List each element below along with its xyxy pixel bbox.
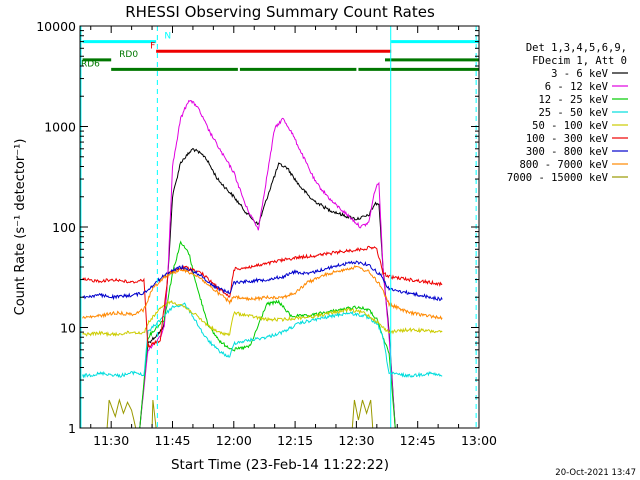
legend-header-detectors: Det 1,3,4,5,6,9, — [526, 42, 627, 54]
series-line-300-800-kev — [82, 260, 443, 302]
series-line-3-6-kev — [82, 147, 396, 429]
plot-frame — [79, 25, 480, 429]
legend-label-7000-15000-kev: 7000 - 15000 keV — [507, 172, 609, 184]
x-tick-label: 12:45 — [400, 433, 436, 448]
legend-label-300-800-kev: 300 - 800 keV — [526, 146, 609, 158]
y-tick-label: 1000 — [44, 120, 76, 135]
legend-label-12-25-kev: 12 - 25 keV — [538, 94, 608, 106]
series-curves — [82, 99, 443, 429]
x-tick-label: 12:00 — [216, 433, 252, 448]
series-line-7000-15000-kev — [82, 398, 443, 429]
x-axis-ticks: 11:30 11:45 12:00 12:15 12:30 12:45 13:00 — [90, 26, 497, 448]
series-line-25-50-kev — [82, 302, 443, 379]
legend-label-100-300-kev: 100 - 300 keV — [526, 133, 609, 145]
state-bar-label-n: N — [164, 32, 171, 42]
legend: Det 1,3,4,5,6,9, FDecim 1, Att 0 3 - 6 k… — [507, 42, 628, 184]
y-axis-ticks: 1 10 100 1000 10000 — [36, 19, 479, 436]
vertical-markers — [80, 26, 477, 428]
x-tick-label: 11:30 — [93, 433, 129, 448]
legend-label-3-6-kev: 3 - 6 keV — [551, 68, 609, 80]
chart-title: RHESSI Observing Summary Count Rates — [125, 3, 435, 21]
x-tick-label: 13:00 — [461, 433, 497, 448]
legend-label-800-7000-kev: 800 - 7000 keV — [519, 159, 608, 171]
legend-label-6-12-kev: 6 - 12 keV — [545, 81, 609, 93]
y-tick-label: 10 — [60, 321, 76, 336]
x-tick-label: 12:30 — [338, 433, 374, 448]
series-line-100-300-kev — [82, 245, 443, 348]
y-tick-label: 1 — [68, 421, 76, 436]
x-tick-label: 11:45 — [154, 433, 190, 448]
series-line-6-12-kev — [82, 99, 396, 429]
legend-label-50-100-kev: 50 - 100 keV — [532, 120, 609, 132]
series-line-50-100-kev — [82, 300, 443, 338]
x-tick-label: 12:15 — [277, 433, 313, 448]
state-bar-label-rd6: RD6 — [81, 59, 100, 69]
x-axis-label: Start Time (23-Feb-14 11:22:22) — [171, 457, 389, 473]
state-bars: NF RD0 RD6 — [81, 32, 479, 71]
y-tick-label: 10000 — [36, 19, 76, 34]
y-axis-label: Count Rate (s⁻¹ detector⁻¹) — [13, 139, 28, 316]
y-tick-label: 100 — [52, 220, 76, 235]
generation-timestamp: 20-Oct-2021 13:47 — [555, 468, 636, 478]
series-line-800-7000-kev — [82, 264, 443, 321]
state-bar-label-f: F — [150, 41, 155, 51]
state-bar-label-rd0: RD0 — [119, 50, 138, 60]
legend-label-25-50-kev: 25 - 50 keV — [538, 107, 608, 119]
legend-header-decimation: FDecim 1, Att 0 — [532, 55, 627, 67]
